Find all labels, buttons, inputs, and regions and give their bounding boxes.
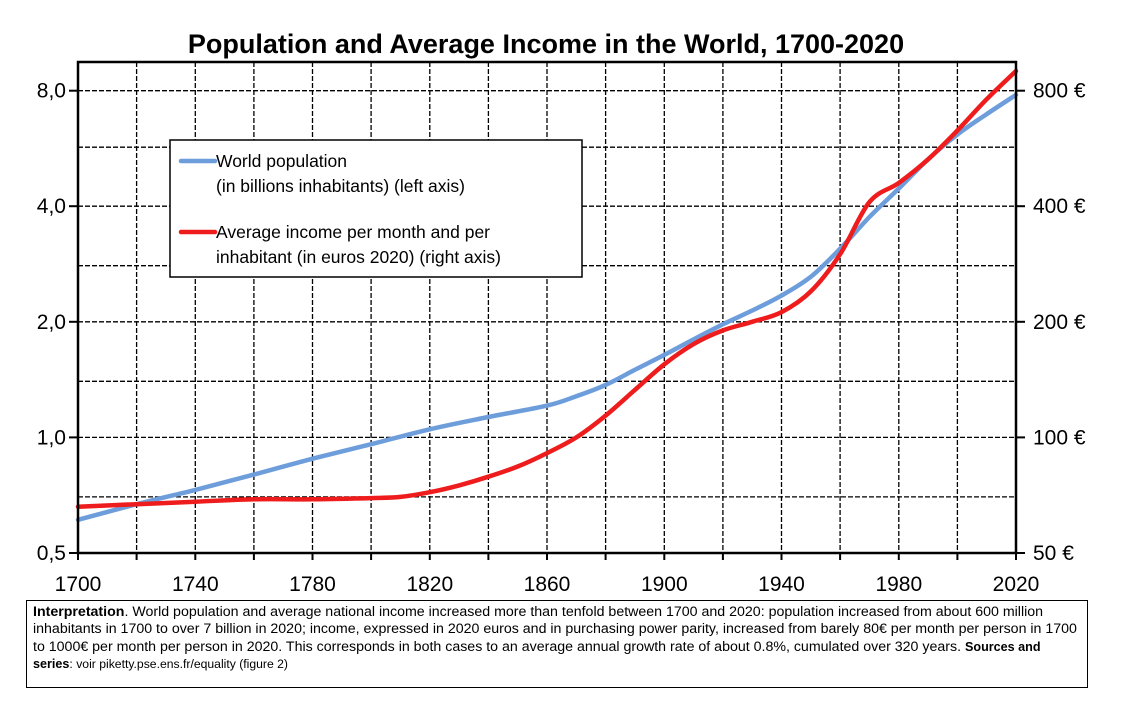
sources-text: : voir piketty.pse.ens.fr/equality (figu… [69,657,288,672]
y-right-tick-label: 800 € [1033,80,1086,103]
y-left-tick-label: 1,0 [37,426,66,449]
x-tick-label: 1820 [406,573,453,596]
grid [78,62,1016,553]
x-tick-label: 1900 [641,573,688,596]
x-tick-label: 1700 [55,573,102,596]
legend-label-population: World population [216,151,347,171]
interpretation-text: . World population and average national … [33,604,1077,655]
interpretation-label: Interpretation [33,604,125,620]
x-tick-label: 1980 [875,573,922,596]
series-lines [75,68,1019,523]
axis-ticks: 1700 1740 1780 1820 1860 1900 1940 1980 2020 0,5 1… [37,80,1086,596]
series-line-population [75,92,1019,523]
sources-label: Sources and series [33,639,1041,672]
x-tick-label: 1780 [289,573,336,596]
y-right-tick-label: 200 € [1033,311,1086,334]
interpretation-note: Interpretation. World population and ave… [26,600,1088,688]
x-tick-label: 2020 [993,573,1040,596]
y-left-tick-label: 0,5 [37,542,66,565]
legend-label-income: Average income per month and per [216,222,490,242]
legend-box [169,139,583,278]
y-right-tick-label: 100 € [1033,426,1086,449]
x-tick-label: 1740 [172,573,219,596]
legend-label-population-detail: (in billions inhabitants) (left axis) [216,176,465,196]
y-left-tick-label: 8,0 [37,80,66,103]
chart-title: Population and Average Income in the Wor… [188,29,904,59]
y-left-tick-label: 4,0 [37,195,66,218]
x-tick-label: 1940 [758,573,805,596]
y-right-tick-label: 400 € [1033,195,1086,218]
series-line-income [75,68,1019,509]
legend-label-income-detail: inhabitant (in euros 2020) (right axis) [216,247,501,267]
chart: Population and Average Income in the Wor… [37,29,1086,596]
y-right-tick-label: 50 € [1033,542,1074,565]
x-tick-label: 1860 [524,573,571,596]
legend: World population (in billions inhabitant… [169,139,583,278]
y-left-tick-label: 2,0 [37,311,66,334]
